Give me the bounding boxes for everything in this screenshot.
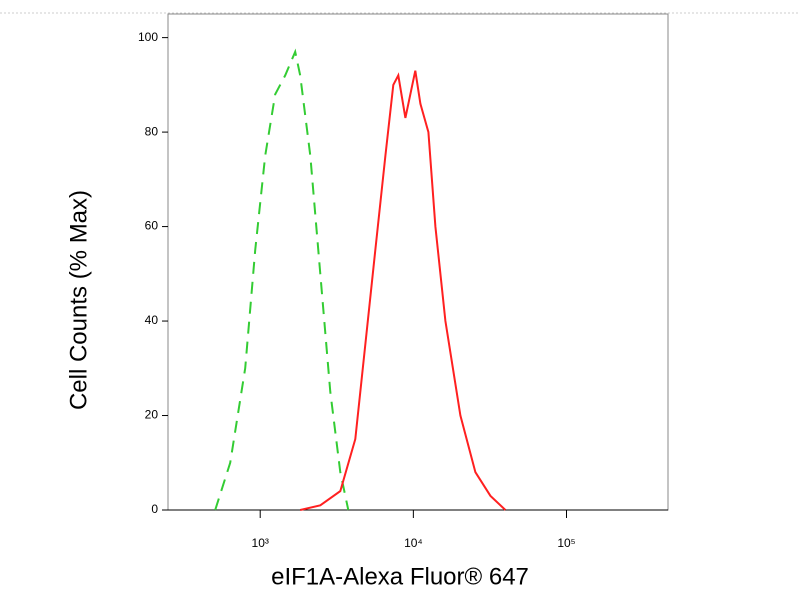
x-tick-label: 10³ (252, 536, 269, 550)
x-tick-label: 10⁴ (404, 536, 423, 550)
y-tick-label: 20 (145, 408, 159, 422)
series-line (299, 70, 507, 511)
x-axis-label: eIF1A-Alexa Fluor® 647 (271, 563, 529, 590)
y-tick-label: 100 (138, 30, 158, 44)
y-tick-label: 60 (145, 219, 159, 233)
y-tick-label: 80 (145, 124, 159, 138)
x-tick-label: 10⁵ (557, 536, 575, 550)
y-axis-label: Cell Counts (% Max) (65, 190, 92, 410)
series-line (214, 48, 350, 511)
y-tick-label: 40 (145, 313, 159, 327)
y-tick-label: 0 (151, 502, 158, 516)
